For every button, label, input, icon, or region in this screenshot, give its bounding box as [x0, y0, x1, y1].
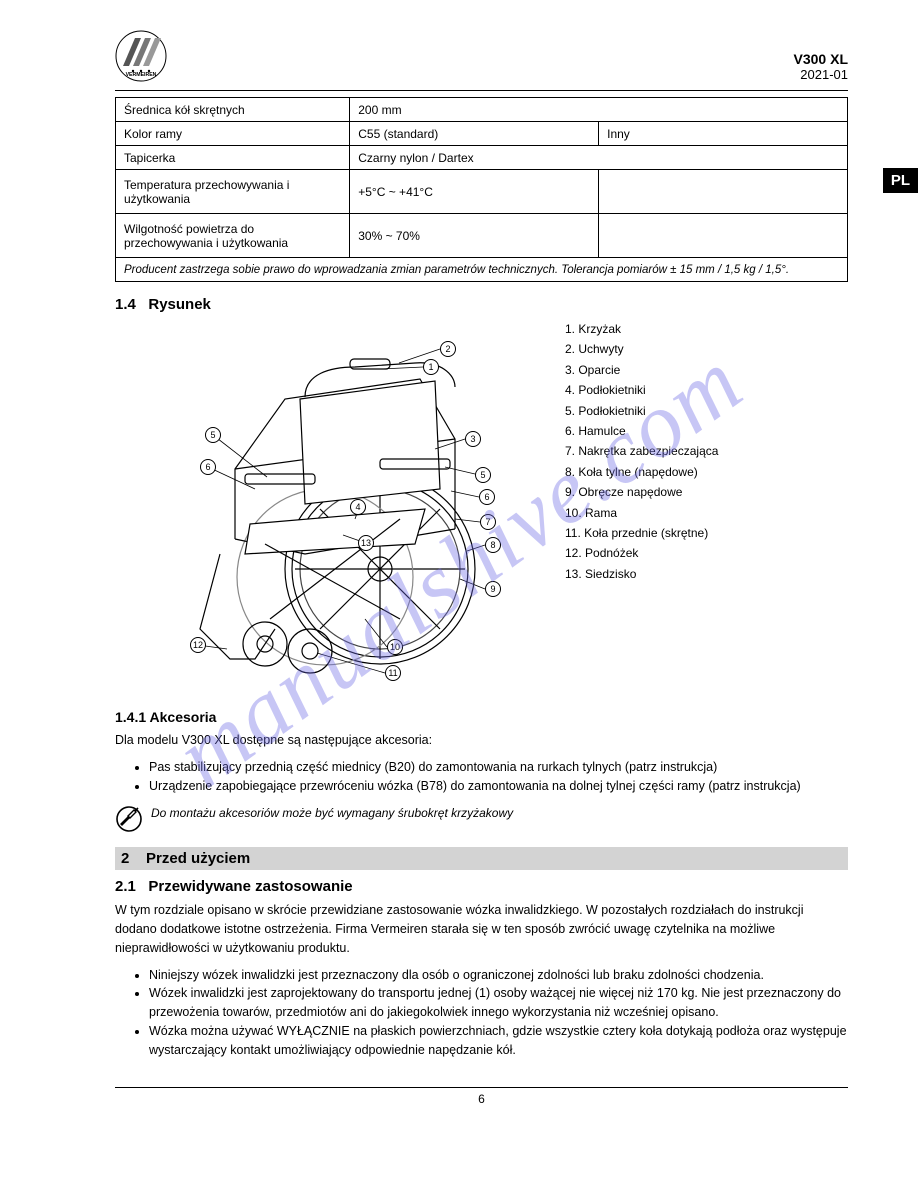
callout-12: 12 — [190, 637, 206, 653]
legend-item: 1. Krzyżak — [565, 319, 718, 339]
legend-item: 8. Koła tylne (napędowe) — [565, 462, 718, 482]
usage-bullet: Niniejszy wózek inwalidzki jest przeznac… — [149, 966, 848, 985]
section-2-heading: 2 Przed użyciem — [115, 847, 848, 870]
callout-5b: 5 — [475, 467, 491, 483]
product-name: V300 XL — [794, 51, 848, 67]
callout-1: 1 — [423, 359, 439, 375]
callout-11: 11 — [385, 665, 401, 681]
figure-block: 1 2 3 4 5 5 6 6 7 8 9 10 11 12 13 1. Krz… — [115, 319, 848, 699]
section-title: Rysunek — [148, 296, 211, 313]
accessories-intro: Dla modelu V300 XL dostępne są następują… — [115, 731, 848, 750]
section-number: 1.4 — [115, 296, 136, 313]
spec-value — [599, 214, 848, 258]
svg-text:VERMEIREN: VERMEIREN — [126, 72, 157, 78]
callout-10: 10 — [387, 639, 403, 655]
spec-value: 30% ~ 70% — [350, 214, 599, 258]
page-footer: 6 — [115, 1087, 848, 1106]
screwdriver-icon — [115, 805, 143, 833]
accessories-list: Pas stabilizujący przednią część miednic… — [149, 758, 848, 796]
legend: 1. Krzyżak 2. Uchwyty 3. Oparcie 4. Podł… — [565, 319, 718, 584]
usage-bullet: Wózka można używać WYŁĄCZNIE na płaskich… — [149, 1022, 848, 1060]
legend-item: 5. Podłokietniki — [565, 401, 718, 421]
legend-item: 10. Rama — [565, 503, 718, 523]
page-number: 6 — [478, 1092, 485, 1106]
section-2-title: Przed użyciem — [146, 850, 250, 867]
callout-3: 3 — [465, 431, 481, 447]
callout-8: 8 — [485, 537, 501, 553]
callout-4: 4 — [350, 499, 366, 515]
callout-7: 7 — [480, 514, 496, 530]
spec-note: Producent zastrzega sobie prawo do wprow… — [116, 258, 848, 282]
callout-9: 9 — [485, 581, 501, 597]
legend-item: 6. Hamulce — [565, 421, 718, 441]
section-heading: 1.4 Rysunek — [115, 296, 848, 313]
tool-note: Do montażu akcesoriów może być wymagany … — [151, 805, 513, 822]
legend-item: 4. Podłokietniki — [565, 380, 718, 400]
callout-6a: 6 — [200, 459, 216, 475]
legend-item: 2. Uchwyty — [565, 339, 718, 359]
legend-item: 7. Nakrętka zabezpieczająca — [565, 441, 718, 461]
spec-label: Wilgotność powietrza do przechowywania i… — [116, 214, 350, 258]
specs-table: Średnica kół skrętnych 200 mm Kolor ramy… — [115, 97, 848, 282]
accessory-item: Urządzenie zapobiegające przewróceniu wó… — [149, 777, 848, 796]
spec-value: Inny — [599, 122, 848, 146]
brand-logo: VERMEIREN — [115, 30, 167, 82]
section-2-number: 2 — [121, 850, 129, 867]
spec-value: 200 mm — [350, 98, 848, 122]
language-badge: PL — [883, 168, 918, 193]
spec-label: Tapicerka — [116, 146, 350, 170]
legend-item: 13. Siedzisko — [565, 564, 718, 584]
subsection-title: Przewidywane zastosowanie — [148, 878, 352, 895]
callout-2: 2 — [440, 341, 456, 357]
spec-value: +5°C ~ +41°C — [350, 170, 599, 214]
divider — [115, 90, 848, 91]
spec-label: Kolor ramy — [116, 122, 350, 146]
callout-13: 13 — [358, 535, 374, 551]
spec-value: C55 (standard) — [350, 122, 599, 146]
spec-label: Temperatura przechowywania i użytkowania — [116, 170, 350, 214]
usage-bullet: Wózek inwalidzki jest zaprojektowany do … — [149, 984, 848, 1022]
legend-item: 11. Koła przednie (skrętne) — [565, 523, 718, 543]
spec-value: Czarny nylon / Dartex — [350, 146, 848, 170]
wheelchair-diagram: 1 2 3 4 5 5 6 6 7 8 9 10 11 12 13 — [155, 319, 535, 699]
subsection-heading: 2.1 Przewidywane zastosowanie — [115, 878, 848, 895]
legend-item: 3. Oparcie — [565, 360, 718, 380]
legend-item: 12. Podnóżek — [565, 543, 718, 563]
accessories-heading: 1.4.1 Akcesoria — [115, 709, 848, 725]
accessory-item: Pas stabilizujący przednią część miednic… — [149, 758, 848, 777]
spec-label: Średnica kół skrętnych — [116, 98, 350, 122]
doc-version: 2021-01 — [794, 67, 848, 82]
usage-paragraph: W tym rozdziale opisano w skrócie przewi… — [115, 901, 848, 957]
usage-bullets: Niniejszy wózek inwalidzki jest przeznac… — [149, 966, 848, 1060]
callout-6b: 6 — [479, 489, 495, 505]
legend-item: 9. Obręcze napędowe — [565, 482, 718, 502]
spec-value — [599, 170, 848, 214]
subsection-number: 2.1 — [115, 878, 136, 895]
callout-5a: 5 — [205, 427, 221, 443]
